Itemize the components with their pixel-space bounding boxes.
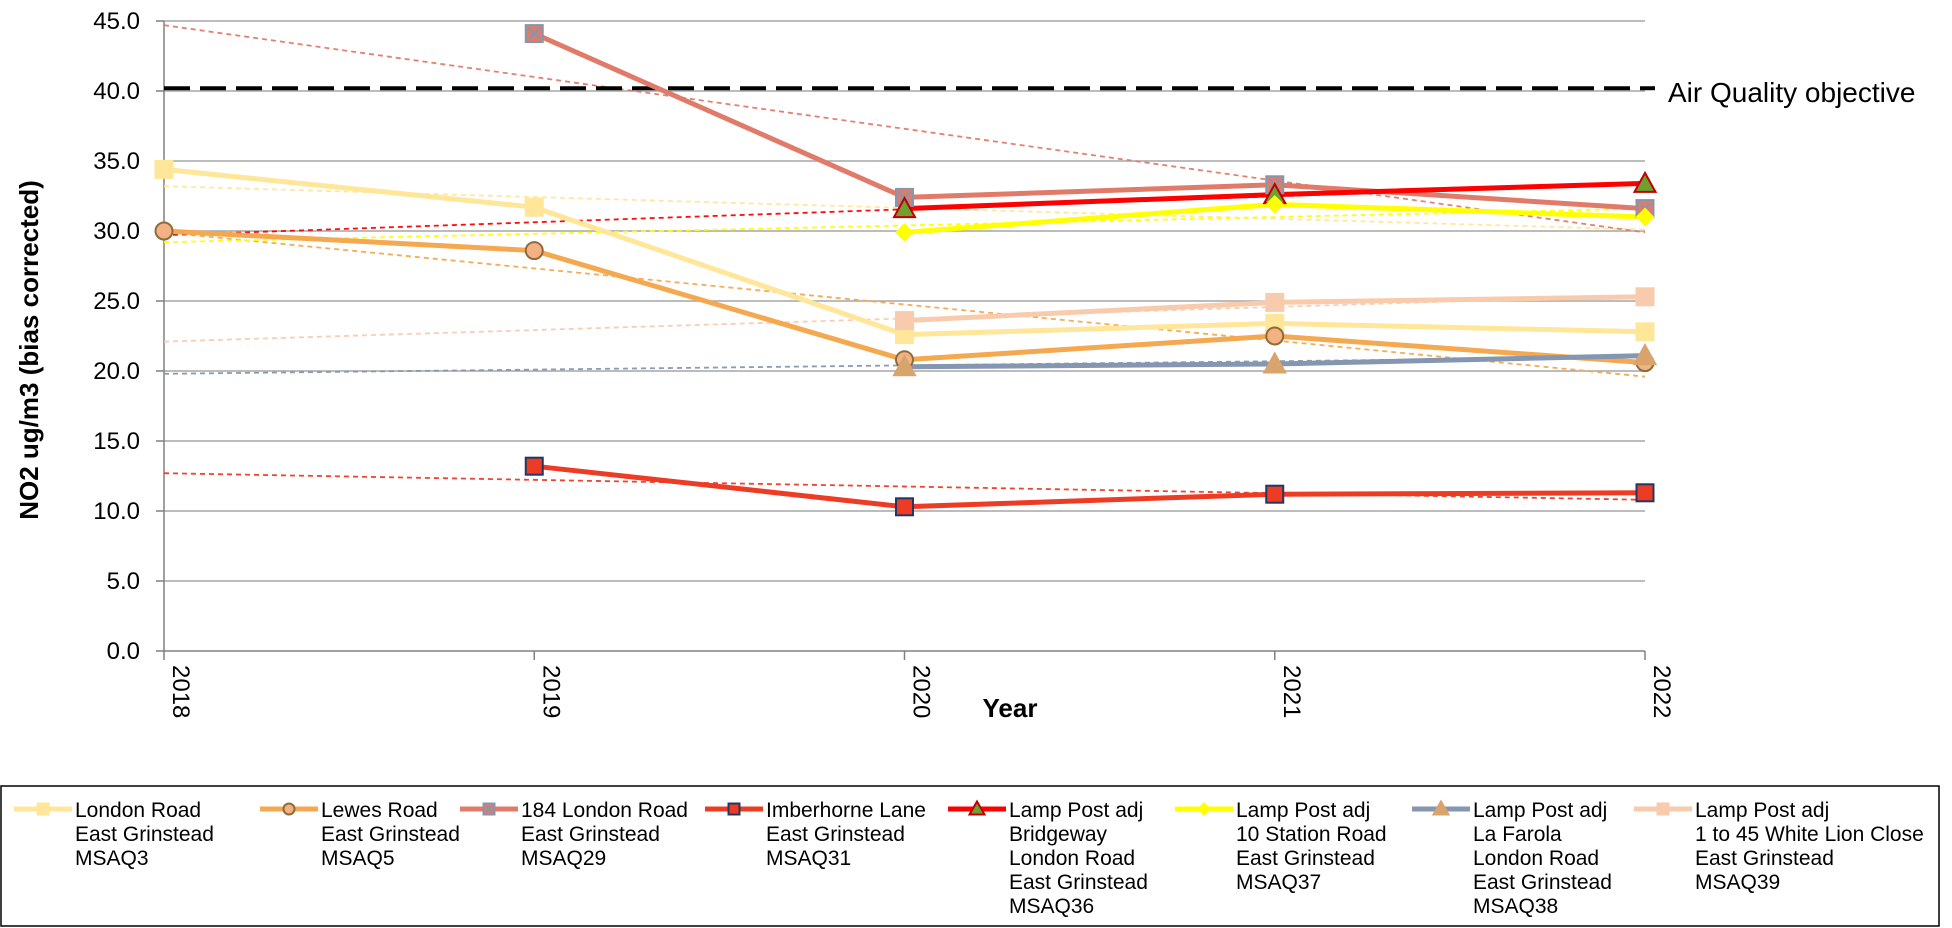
legend-swatch-marker-shape: [38, 804, 49, 815]
legend-label-line: Lamp Post adj: [1473, 799, 1607, 822]
data-point-s4-2022: [1637, 484, 1654, 501]
legend-swatch-marker: [284, 804, 295, 815]
legend-label-line: East Grinstead: [1473, 871, 1612, 894]
axis-labels: 0.0 5.0 10.0 15.0 20.0 25.0 30.0 35.0 40.0 45.0 20…: [93, 8, 1675, 718]
y-axis-title: NO2 ug/m3 (bias corrected): [14, 180, 44, 520]
x-tick-label: 2020: [908, 665, 935, 718]
data-point-s2-2021: [1266, 328, 1283, 345]
legend-label-line: London Road: [1473, 847, 1599, 870]
data-point-s1-2019: [526, 199, 543, 216]
legend-label-line: East Grinstead: [75, 823, 214, 846]
x-tick-label: 2022: [1648, 665, 1675, 718]
data-point-s4-2021-shape: [1266, 486, 1283, 503]
legend-label-line: Imberhorne Lane: [766, 799, 926, 822]
legend-swatch-marker-shape: [729, 804, 740, 815]
legend-label-line: East Grinstead: [766, 823, 905, 846]
legend-label-line: Bridgeway: [1009, 823, 1108, 846]
legend-swatch-marker: [729, 804, 740, 815]
data-point-s4-2022-shape: [1637, 484, 1654, 501]
trendlines: [164, 25, 1645, 500]
objective-label: Air Quality objective: [1668, 77, 1915, 108]
legend-label-line: Lamp Post adj: [1695, 799, 1829, 822]
x-tick-label: 2018: [167, 665, 194, 718]
legend-label-line: East Grinstead: [1695, 847, 1834, 870]
data-point-s4-2020: [896, 498, 913, 515]
x-tick-label: 2019: [537, 665, 564, 718]
data-point-s3-2019: [526, 25, 543, 42]
data-point-s8-2020-shape: [896, 312, 913, 329]
legend-label-line: MSAQ39: [1695, 871, 1780, 894]
legend-label-line: London Road: [1009, 847, 1135, 870]
y-tick-label: 25.0: [93, 288, 140, 315]
data-point-s4-2020-shape: [896, 498, 913, 515]
legend-label-line: 10 Station Road: [1236, 823, 1387, 846]
y-tick-label: 35.0: [93, 148, 140, 175]
data-point-s6-2020: [897, 224, 913, 240]
legend-label-line: East Grinstead: [1236, 847, 1375, 870]
data-point-s1-2018: [156, 161, 173, 178]
y-tick-label: 10.0: [93, 498, 140, 525]
legend-label-line: MSAQ31: [766, 847, 851, 870]
data-point-s4-2019-shape: [526, 458, 543, 475]
y-tick-label: 45.0: [93, 8, 140, 35]
y-tick-label: 0.0: [107, 638, 140, 665]
data-point-s1-2022-shape: [1637, 323, 1654, 340]
legend-swatch-marker: [484, 804, 495, 815]
data-point-s8-2022-shape: [1637, 288, 1654, 305]
x-axis-title: Year: [983, 693, 1038, 723]
legend-label-line: Lewes Road: [321, 799, 438, 822]
data-point-s1-2019-shape: [526, 199, 543, 216]
y-tick-label: 5.0: [107, 568, 140, 595]
y-tick-label: 30.0: [93, 218, 140, 245]
y-tick-label: 20.0: [93, 358, 140, 385]
data-point-s8-2021-shape: [1266, 294, 1283, 311]
y-tick-label: 40.0: [93, 78, 140, 105]
series-line-3: [534, 34, 1645, 209]
data-point-s2-2018: [156, 223, 173, 240]
x-tick-label: 2021: [1278, 665, 1305, 718]
legend-label-line: MSAQ36: [1009, 895, 1094, 918]
series-markers: [156, 25, 1656, 515]
legend-label-line: MSAQ29: [521, 847, 606, 870]
legend-label-line: MSAQ5: [321, 847, 395, 870]
data-point-s2-2019: [526, 242, 543, 259]
legend-label-line: East Grinstead: [321, 823, 460, 846]
legend-label-line: East Grinstead: [521, 823, 660, 846]
series-lines: [164, 34, 1645, 507]
y-tick-label: 15.0: [93, 428, 140, 455]
legend-label-line: East Grinstead: [1009, 871, 1148, 894]
data-point-s1-2022: [1637, 323, 1654, 340]
legend-label-line: Lamp Post adj: [1009, 799, 1143, 822]
legend-label-line: London Road: [75, 799, 201, 822]
legend-label-line: 1 to 45 White Lion Close: [1695, 823, 1924, 846]
data-point-s8-2021: [1266, 294, 1283, 311]
data-point-s1-2018-shape: [156, 161, 173, 178]
legend-label-line: MSAQ37: [1236, 871, 1321, 894]
data-point-s4-2019: [526, 458, 543, 475]
data-point-s8-2020: [896, 312, 913, 329]
legend-swatch-marker-shape: [1658, 804, 1669, 815]
data-point-s8-2022: [1637, 288, 1654, 305]
legend-label-line: MSAQ3: [75, 847, 149, 870]
legend-swatch-marker: [1658, 804, 1669, 815]
legend-label-line: Lamp Post adj: [1236, 799, 1370, 822]
legend-label-line: La Farola: [1473, 823, 1562, 846]
legend-swatch-marker: [38, 804, 49, 815]
data-point-s4-2021: [1266, 486, 1283, 503]
series-line-4: [534, 466, 1645, 507]
legend-label-line: MSAQ38: [1473, 895, 1558, 918]
legend-label-line: 184 London Road: [521, 799, 688, 822]
